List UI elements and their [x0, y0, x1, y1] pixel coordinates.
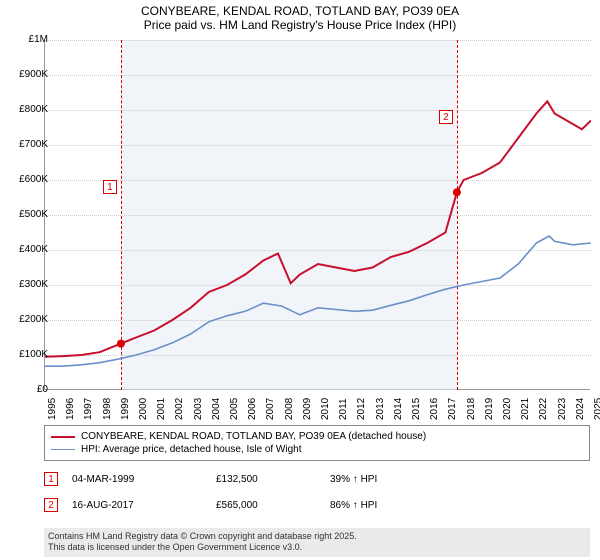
- data-point: [453, 188, 461, 196]
- series-line-hpi: [45, 236, 591, 366]
- y-axis-label: £0: [8, 384, 48, 395]
- x-axis-label: 2025: [593, 398, 600, 420]
- y-axis-label: £600K: [8, 174, 48, 185]
- legend-item-property: CONYBEARE, KENDAL ROAD, TOTLAND BAY, PO3…: [51, 430, 583, 443]
- chart-container: CONYBEARE, KENDAL ROAD, TOTLAND BAY, PO3…: [0, 0, 600, 560]
- x-axis-label: 2015: [411, 398, 422, 420]
- y-axis-label: £400K: [8, 244, 48, 255]
- y-axis-label: £500K: [8, 209, 48, 220]
- y-axis-label: £100K: [8, 349, 48, 360]
- x-axis-label: 2021: [520, 398, 531, 420]
- y-axis-label: £300K: [8, 279, 48, 290]
- x-axis-label: 2006: [247, 398, 258, 420]
- x-axis-label: 2018: [466, 398, 477, 420]
- x-axis-label: 2014: [393, 398, 404, 420]
- x-axis-label: 2022: [538, 398, 549, 420]
- y-axis-label: £1M: [8, 34, 48, 45]
- x-axis-label: 2011: [338, 398, 349, 420]
- title-address: CONYBEARE, KENDAL ROAD, TOTLAND BAY, PO3…: [0, 4, 600, 18]
- y-axis-label: £900K: [8, 69, 48, 80]
- series-svg: [45, 40, 591, 390]
- x-axis-label: 2003: [193, 398, 204, 420]
- x-axis-label: 2007: [265, 398, 276, 420]
- chart-area: 12 1995199619971998199920002001200220032…: [44, 40, 590, 390]
- legend-swatch-property: [51, 436, 75, 438]
- x-axis-label: 2005: [229, 398, 240, 420]
- x-axis-label: 2020: [502, 398, 513, 420]
- x-axis-label: 2008: [284, 398, 295, 420]
- legend-item-hpi: HPI: Average price, detached house, Isle…: [51, 443, 583, 456]
- transaction-price-2: £565,000: [216, 500, 316, 511]
- x-axis-label: 1997: [83, 398, 94, 420]
- x-axis-label: 1996: [65, 398, 76, 420]
- x-axis-label: 1998: [102, 398, 113, 420]
- attribution-line-2: This data is licensed under the Open Gov…: [48, 542, 586, 553]
- marker-box-1: 1: [103, 180, 117, 194]
- x-axis-label: 2000: [138, 398, 149, 420]
- plot-area: 12: [44, 40, 590, 390]
- marker-badge-2: 2: [44, 498, 58, 512]
- data-point: [117, 340, 125, 348]
- x-axis-label: 2024: [575, 398, 586, 420]
- title-block: CONYBEARE, KENDAL ROAD, TOTLAND BAY, PO3…: [0, 0, 600, 34]
- x-axis-label: 2001: [156, 398, 167, 420]
- transaction-price-1: £132,500: [216, 474, 316, 485]
- transaction-hpi-1: 39% ↑ HPI: [330, 474, 430, 485]
- x-axis-label: 2012: [356, 398, 367, 420]
- transaction-date-1: 04-MAR-1999: [72, 474, 202, 485]
- legend-label-property: CONYBEARE, KENDAL ROAD, TOTLAND BAY, PO3…: [81, 431, 426, 442]
- y-axis-label: £700K: [8, 139, 48, 150]
- transaction-hpi-2: 86% ↑ HPI: [330, 500, 430, 511]
- x-axis-label: 2013: [375, 398, 386, 420]
- legend-box: CONYBEARE, KENDAL ROAD, TOTLAND BAY, PO3…: [44, 425, 590, 461]
- attribution-box: Contains HM Land Registry data © Crown c…: [44, 528, 590, 557]
- transaction-row-1: 1 04-MAR-1999 £132,500 39% ↑ HPI: [44, 472, 590, 486]
- x-axis-label: 1995: [47, 398, 58, 420]
- series-line-property: [45, 101, 591, 356]
- x-axis-label: 2017: [447, 398, 458, 420]
- x-axis-label: 1999: [120, 398, 131, 420]
- x-axis-label: 2023: [557, 398, 568, 420]
- transaction-date-2: 16-AUG-2017: [72, 500, 202, 511]
- y-axis-label: £800K: [8, 104, 48, 115]
- x-axis-label: 2009: [302, 398, 313, 420]
- x-axis-label: 2002: [174, 398, 185, 420]
- legend-label-hpi: HPI: Average price, detached house, Isle…: [81, 444, 302, 455]
- transaction-row-2: 2 16-AUG-2017 £565,000 86% ↑ HPI: [44, 498, 590, 512]
- x-axis-label: 2004: [211, 398, 222, 420]
- x-axis-label: 2019: [484, 398, 495, 420]
- attribution-line-1: Contains HM Land Registry data © Crown c…: [48, 531, 586, 542]
- legend-swatch-hpi: [51, 449, 75, 451]
- marker-box-2: 2: [439, 110, 453, 124]
- x-axis-label: 2010: [320, 398, 331, 420]
- title-subtitle: Price paid vs. HM Land Registry's House …: [0, 18, 600, 32]
- marker-badge-1: 1: [44, 472, 58, 486]
- x-axis-label: 2016: [429, 398, 440, 420]
- y-axis-label: £200K: [8, 314, 48, 325]
